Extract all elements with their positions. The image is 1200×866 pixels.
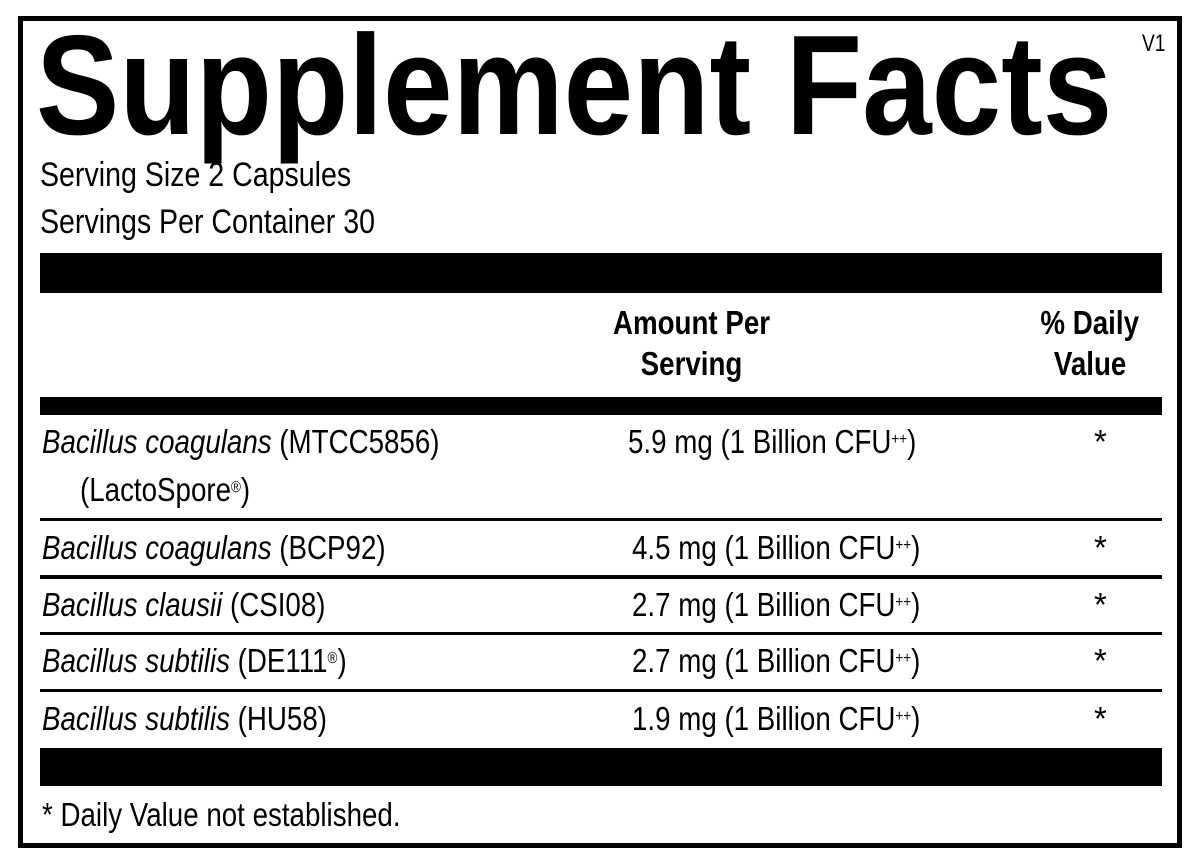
version-tag: V1 [1142, 30, 1166, 57]
row-divider [40, 689, 1162, 692]
ingredient-name: Bacillus coagulans (MTCC5856) [42, 423, 440, 460]
ingredient-name: Bacillus subtilis (DE111®) [42, 642, 347, 679]
daily-value: * [1094, 423, 1107, 460]
footnote: * Daily Value not established. [42, 796, 401, 833]
top-thick-bar [40, 253, 1162, 293]
serving-size: Serving Size 2 Capsules [40, 156, 352, 194]
daily-value-header: % Daily Value [1040, 304, 1140, 382]
ingredient-amount: 5.9 mg (1 Billion CFU++) [628, 423, 917, 460]
ingredient-brand: (LactoSpore®) [80, 471, 251, 508]
ingredient-amount: 2.7 mg (1 Billion CFU++) [632, 642, 921, 679]
label-border [18, 16, 1182, 848]
daily-value: * [1094, 642, 1107, 679]
daily-value: * [1094, 700, 1107, 737]
daily-value: * [1094, 586, 1107, 623]
ingredient-amount: 2.7 mg (1 Billion CFU++) [632, 586, 921, 623]
amount-header: Amount Per Serving [613, 304, 771, 382]
row-divider [40, 518, 1162, 521]
servings-per-container: Servings Per Container 30 [40, 203, 375, 241]
ingredient-amount: 4.5 mg (1 Billion CFU++) [632, 529, 921, 566]
row-divider [40, 575, 1162, 579]
row-divider [40, 632, 1162, 635]
label-title: Supplement Facts [36, 6, 1113, 165]
ingredient-name: Bacillus subtilis (HU58) [42, 700, 327, 737]
ingredient-name: Bacillus coagulans (BCP92) [42, 529, 386, 566]
ingredient-name: Bacillus clausii (CSI08) [42, 586, 326, 623]
bottom-thick-bar [40, 748, 1162, 786]
header-bar [40, 397, 1162, 415]
ingredient-amount: 1.9 mg (1 Billion CFU++) [632, 700, 921, 737]
daily-value: * [1094, 529, 1107, 566]
